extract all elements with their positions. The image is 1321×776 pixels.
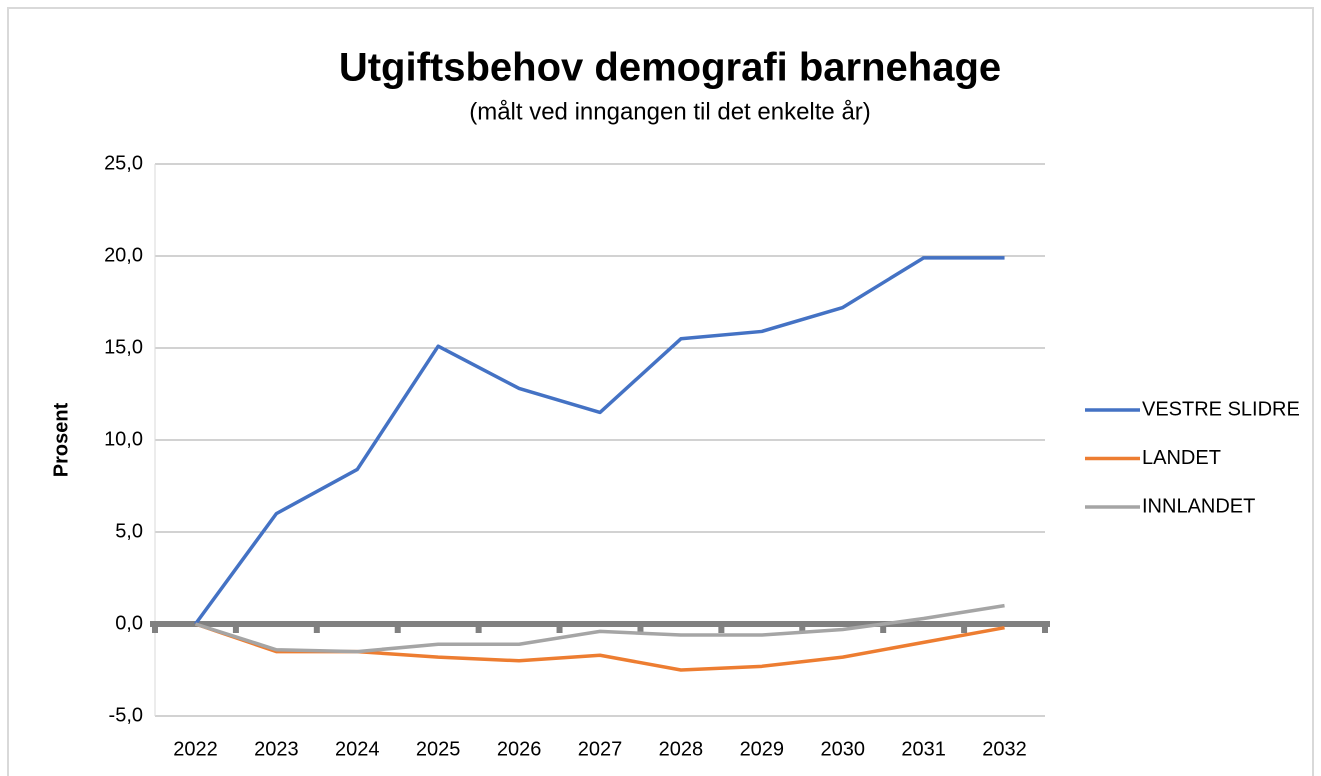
y-tick-label: 5,0 [115, 520, 143, 542]
x-tick-label: 2026 [497, 738, 542, 760]
x-tick-mark [475, 626, 482, 633]
x-tick-mark [313, 626, 320, 633]
x-tick-mark [799, 626, 806, 633]
x-tick-label: 2031 [901, 738, 946, 760]
x-tick-mark [880, 626, 887, 633]
legend-label: LANDET [1142, 447, 1221, 469]
x-tick-label: 2023 [254, 738, 299, 760]
x-tick-label: 2025 [416, 738, 461, 760]
x-tick-mark [394, 626, 401, 633]
x-tick-mark [152, 626, 158, 633]
y-tick-label: 10,0 [104, 428, 143, 450]
x-tick-label: 2030 [820, 738, 865, 760]
y-tick-label: 0,0 [115, 612, 143, 634]
x-tick-mark [718, 626, 725, 633]
y-axis-label: Prosent [50, 402, 72, 477]
chart-subtitle: (målt ved inngangen til det enkelte år) [469, 98, 871, 125]
y-tick-label: 15,0 [104, 336, 143, 358]
x-tick-mark [961, 626, 968, 633]
x-tick-mark [556, 626, 563, 633]
x-tick-mark [1042, 626, 1048, 633]
x-tick-label: 2028 [659, 738, 704, 760]
x-tick-label: 2024 [335, 738, 380, 760]
x-tick-mark [637, 626, 644, 633]
x-tick-label: 2022 [173, 738, 218, 760]
chart-border [7, 7, 1314, 776]
y-tick-label: 20,0 [104, 244, 143, 266]
x-tick-label: 2032 [982, 738, 1027, 760]
series-line [194, 256, 1005, 626]
legend-label: INNLANDET [1142, 495, 1255, 517]
y-tick-label: -5,0 [109, 704, 143, 726]
x-tick-mark [232, 626, 239, 633]
series-line [194, 603, 1005, 654]
y-tick-label: 25,0 [104, 152, 143, 174]
chart-title: Utgiftsbehov demografi barnehage [339, 46, 1001, 90]
x-tick-label: 2029 [740, 738, 785, 760]
x-tick-label: 2027 [578, 738, 623, 760]
legend-label: VESTRE SLIDRE [1142, 398, 1300, 420]
